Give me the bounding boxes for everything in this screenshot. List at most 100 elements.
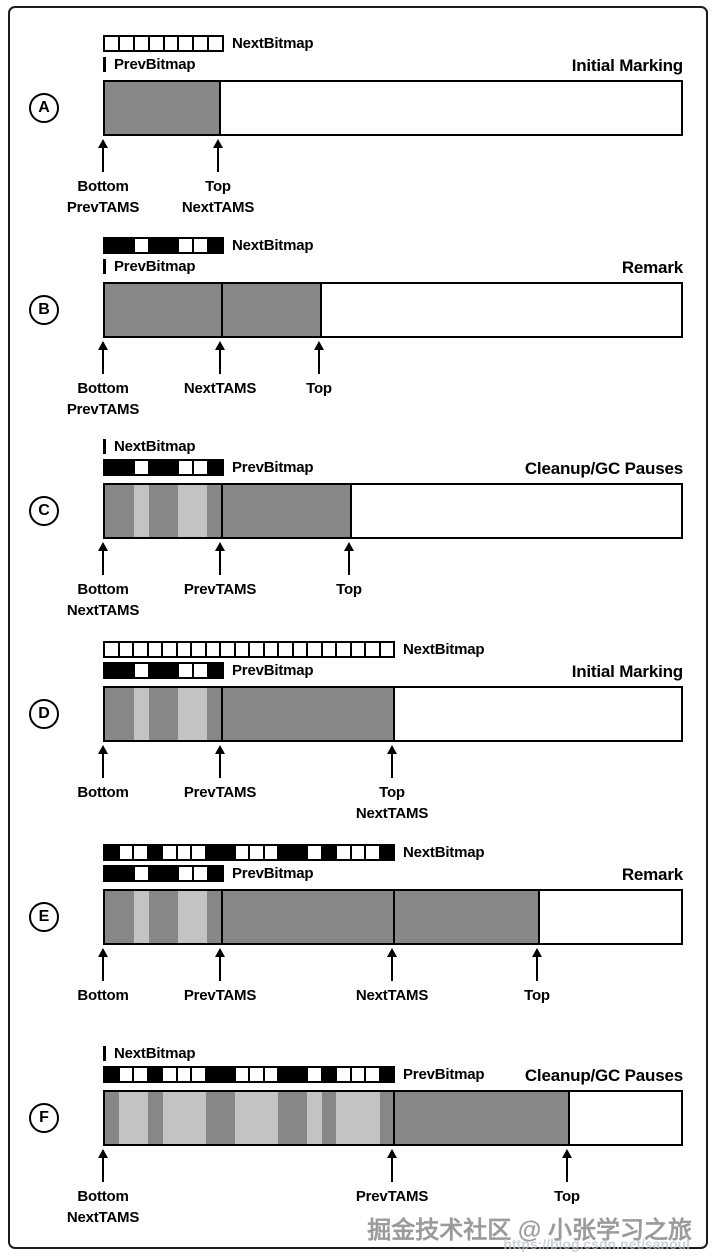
marker-label: NextTAMS	[322, 985, 462, 1006]
bitmap-cell-marked	[219, 1068, 234, 1081]
bar-segment-live	[292, 1092, 308, 1144]
bitmap-row-nextbitmap: NextBitmap	[103, 1045, 196, 1062]
phase-title: Cleanup/GC Pauses	[524, 1066, 683, 1085]
heap-region-bar	[103, 686, 683, 742]
marker-arrow-icon	[387, 948, 397, 957]
marker-label: PrevTAMS	[150, 579, 290, 600]
bar-segment-free	[569, 1092, 681, 1144]
marker-label-line: PrevTAMS	[183, 987, 257, 1004]
bar-segment-live	[105, 82, 220, 134]
bitmap-cell-clear	[291, 643, 306, 656]
marker-label: Bottom PrevTAMS	[33, 378, 173, 420]
marker-arrow-line	[102, 1156, 104, 1182]
bar-divider	[221, 284, 223, 336]
bitmap-label: PrevBitmap	[232, 865, 314, 882]
bitmap-strip	[103, 1066, 395, 1083]
marker-label-line: Bottom	[77, 987, 129, 1004]
bitmap-cell-marked	[207, 239, 222, 252]
bar-segment-live	[278, 1092, 294, 1144]
marker-label-line: Bottom	[77, 1188, 129, 1205]
bar-segment-unmarked	[191, 1092, 207, 1144]
marker-arrow-icon	[98, 745, 108, 754]
bitmap-cell-clear	[248, 1068, 263, 1081]
bitmap-cell-clear	[105, 37, 118, 50]
watermark-url: https://blog.csdn.net/sanoul	[503, 1236, 690, 1252]
marker-arrow-line	[102, 955, 104, 981]
marker-label: Top NextTAMS	[148, 176, 288, 218]
marker-arrow-icon	[344, 542, 354, 551]
bitmap-cell-marked	[147, 664, 163, 677]
panel-letter-badge: F	[29, 1103, 59, 1133]
bar-divider	[393, 688, 395, 740]
bar-segment-live	[105, 284, 321, 336]
bitmap-label: PrevBitmap	[403, 1066, 485, 1083]
marker-label: Bottom	[33, 782, 173, 803]
bar-segment-unmarked	[192, 688, 208, 740]
bitmap-cell-clear	[233, 1068, 248, 1081]
bitmap-cell-clear	[161, 846, 176, 859]
marker-label-line: PrevTAMS	[66, 401, 140, 418]
bitmap-cell-clear	[132, 1068, 147, 1081]
bitmap-cell-clear	[175, 1068, 190, 1081]
marker-arrow-line	[348, 549, 350, 575]
bitmap-cell-marked	[117, 239, 133, 252]
panel-letter-badge: D	[29, 699, 59, 729]
bar-segment-free	[394, 688, 681, 740]
bitmap-label: PrevBitmap	[232, 662, 314, 679]
bar-segment-live	[321, 1092, 337, 1144]
bar-divider	[221, 688, 223, 740]
bar-segment-unmarked	[336, 1092, 352, 1144]
bitmap-cell-clear	[207, 37, 222, 50]
phase-title: Remark	[621, 865, 683, 884]
marker-arrow-icon	[387, 1149, 397, 1158]
bitmap-strip	[103, 844, 395, 861]
bar-segment-free	[351, 485, 681, 537]
bitmap-strip	[103, 35, 224, 52]
bitmap-cell-marked	[147, 461, 163, 474]
bitmap-cell-clear	[233, 846, 248, 859]
bar-segment-live	[105, 688, 121, 740]
marker-label-line: NextTAMS	[355, 987, 429, 1004]
bitmap-cell-clear	[132, 867, 148, 880]
marker-arrow-icon	[562, 1149, 572, 1158]
bitmap-cell-clear	[190, 1068, 205, 1081]
bitmap-label: NextBitmap	[114, 438, 196, 455]
bitmap-cell-marked	[105, 1068, 118, 1081]
marker-arrow-line	[391, 752, 393, 778]
marker-label: NextTAMS	[150, 378, 290, 399]
marker-arrow-icon	[213, 139, 223, 148]
bitmap-cell-clear	[248, 643, 263, 656]
bitmap-cell-clear	[117, 1068, 132, 1081]
bitmap-label: PrevBitmap	[114, 258, 196, 275]
bitmap-cell-clear	[162, 37, 178, 50]
bar-divider	[219, 82, 221, 134]
bitmap-cell-clear	[364, 1068, 379, 1081]
bitmap-cell-marked	[105, 867, 118, 880]
bar-segment-live	[207, 891, 223, 943]
bitmap-cell-clear	[320, 643, 335, 656]
bitmap-cell-marked	[147, 867, 163, 880]
bar-segment-unmarked	[134, 688, 150, 740]
bar-divider	[320, 284, 322, 336]
bar-divider	[221, 485, 223, 537]
marker-label-line: Bottom	[77, 784, 129, 801]
bar-segment-unmarked	[119, 1092, 135, 1144]
marker-label: PrevTAMS	[322, 1186, 462, 1207]
bitmap-cell-clear	[105, 643, 118, 656]
bar-segment-live	[119, 485, 135, 537]
bitmap-row-prevbitmap: PrevBitmap	[103, 258, 196, 275]
bar-segment-unmarked	[178, 688, 194, 740]
bar-segment-live	[206, 1092, 222, 1144]
bitmap-cell-clear	[192, 867, 208, 880]
bitmap-cell-clear	[248, 846, 263, 859]
bar-segment-live	[222, 688, 394, 740]
marker-label: Bottom NextTAMS	[33, 1186, 173, 1228]
bitmap-cell-clear	[117, 643, 132, 656]
panel-letter-badge: A	[29, 93, 59, 123]
bitmap-cell-marked	[162, 461, 178, 474]
marker-arrow-icon	[98, 341, 108, 350]
bitmap-label: NextBitmap	[232, 237, 314, 254]
bitmap-cell-clear	[306, 846, 321, 859]
marker-label-line: PrevTAMS	[66, 199, 140, 216]
bar-segment-live	[119, 688, 135, 740]
